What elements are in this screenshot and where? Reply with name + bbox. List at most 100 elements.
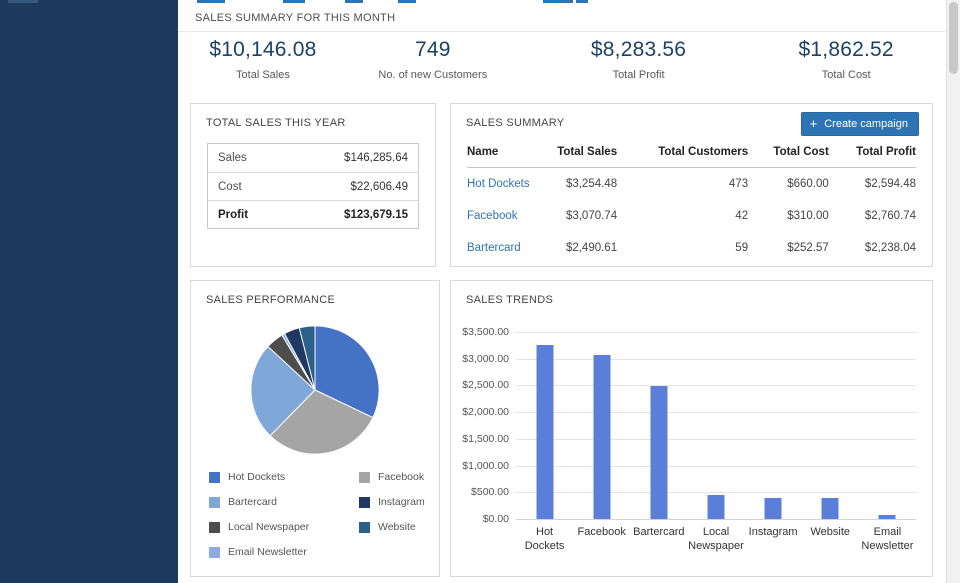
sidebar-nav[interactable] <box>0 0 178 583</box>
legend-column-1: Hot Dockets Bartercard Local Newspaper Emai… <box>209 471 359 558</box>
campaign-cell: $252.57 <box>787 242 829 254</box>
gridline <box>516 358 916 360</box>
column-header-total-cost: Total Cost <box>748 138 829 168</box>
topnav-link-fragment[interactable] <box>543 0 573 3</box>
column-header-name: Name <box>467 138 530 168</box>
legend-item-local-newspaper: Local Newspaper <box>209 521 359 533</box>
campaign-cell: 42 <box>735 210 749 222</box>
sales-summary-table: Name Total Sales Total Customers Total Cost… <box>467 138 916 264</box>
scrollbar[interactable] <box>946 0 960 583</box>
topnav-link-fragment[interactable] <box>197 0 225 3</box>
bar-cell-website <box>802 332 859 519</box>
stat-label: Total Profit <box>612 69 665 81</box>
bar-cell-facebook <box>573 332 630 519</box>
topnav-link-fragment[interactable] <box>576 0 588 3</box>
campaign-cell: $2,490.61 <box>565 242 618 254</box>
topnav-link-fragment[interactable] <box>345 0 363 3</box>
stat-label: Total Sales <box>236 69 290 81</box>
legend-item-instagram: Instagram <box>359 496 425 508</box>
table-head: Name Total Sales Total Customers Total Cost… <box>467 138 916 168</box>
campaign-name-link[interactable]: Facebook <box>467 210 518 222</box>
row-value: $22,606.49 <box>350 180 408 193</box>
gridline <box>516 412 916 414</box>
row-label: Profit <box>218 208 249 221</box>
bars-container <box>516 332 916 519</box>
bar-website <box>821 497 839 519</box>
legend-label: Instagram <box>378 496 425 508</box>
sales-summary-title: SALES SUMMARY <box>466 117 565 129</box>
gridline <box>516 492 916 494</box>
x-label-instagram: Instagram <box>748 526 798 538</box>
total-sales-row-cost: Cost $22,606.49 <box>208 172 418 200</box>
stat-total-profit: $8,283.56 Total Profit <box>518 38 760 81</box>
legend-item-bartercard: Bartercard <box>209 496 359 508</box>
stats-row: $10,146.08 Total Sales 749 No. of new Custo… <box>178 38 933 81</box>
y-tick-label: $2,000.00 <box>462 406 509 419</box>
total-sales-row-sales: Sales $146,285.64 <box>208 144 418 172</box>
campaign-name-link[interactable]: Hot Dockets <box>467 178 530 190</box>
column-header-total-sales: Total Sales <box>529 138 618 168</box>
stat-value-total-profit: $8,283.56 <box>590 38 687 61</box>
total-sales-row-profit: Profit $123,679.15 <box>208 200 418 228</box>
scrollbar-thumb[interactable] <box>949 2 958 74</box>
plus-icon: + <box>809 116 818 131</box>
y-tick-label: $0.00 <box>482 513 509 525</box>
stat-value-total-cost: $1,862.52 <box>798 38 894 61</box>
total-sales-year-table: Sales $146,285.64 Cost $22,606.49 Profit $123… <box>207 143 419 229</box>
x-label-website: Website <box>810 526 851 538</box>
legend-swatch-email-newsletter <box>209 546 220 558</box>
bar-facebook <box>593 354 611 519</box>
legend-label: Email Newsletter <box>228 546 307 558</box>
row-value: $123,679.15 <box>344 208 408 221</box>
legend-swatch-local-newspaper <box>209 521 220 533</box>
campaign-name-link[interactable]: Bartercard <box>467 242 521 254</box>
pie-slice-website <box>298 325 316 391</box>
gridline <box>516 519 916 520</box>
bar-cell-instagram <box>745 332 802 519</box>
legend-swatch-website <box>359 521 370 533</box>
total-sales-year-panel: TOTAL SALES THIS YEAR Sales $146,285.64 Co… <box>190 103 436 267</box>
bar-instagram <box>764 497 782 519</box>
pie-slice-facebook <box>269 389 374 455</box>
y-tick-label: $1,500.00 <box>462 432 509 445</box>
stat-value-no-of-new-customers: 749 <box>414 38 451 61</box>
y-tick-label: $3,500.00 <box>462 326 509 338</box>
legend-swatch-hot-dockets <box>209 471 220 483</box>
legend-label: Website <box>378 521 416 533</box>
campaign-row-facebook: Facebook $3,070.74 42 $310.00 $2,760.74 <box>467 200 916 232</box>
x-label-bartercard: Bartercard <box>633 526 685 538</box>
campaign-cell: $660.00 <box>787 178 829 190</box>
create-campaign-label: Create campaign <box>824 117 908 130</box>
main-content: SALES SUMMARY FOR THIS MONTH $10,146.08 T… <box>178 0 946 583</box>
stat-total-sales: $10,146.08 Total Sales <box>178 38 348 81</box>
legend-item-hot-dockets: Hot Dockets <box>209 471 359 483</box>
stat-total-cost: $1,862.52 Total Cost <box>759 38 933 81</box>
legend-item-website: Website <box>359 521 425 533</box>
sales-performance-title: SALES PERFORMANCE <box>206 294 336 306</box>
gridline <box>516 465 916 467</box>
topnav-link-fragment[interactable] <box>283 0 305 3</box>
create-campaign-button[interactable]: + Create campaign <box>800 112 919 136</box>
row-label: Cost <box>218 180 242 193</box>
topnav-link-fragment[interactable] <box>398 0 416 3</box>
legend-swatch-instagram <box>359 496 370 508</box>
campaign-cell: $2,594.48 <box>864 178 916 190</box>
x-label-email-newsletter: Email Newsletter <box>861 526 914 553</box>
campaign-row-hot-dockets: Hot Dockets $3,254.48 473 $660.00 $2,594.48 <box>467 168 916 201</box>
legend-label: Facebook <box>378 471 425 483</box>
legend-label: Hot Dockets <box>228 471 286 483</box>
legend-swatch-bartercard <box>209 496 220 508</box>
y-tick-label: $500.00 <box>471 486 509 499</box>
total-sales-year-title: TOTAL SALES THIS YEAR <box>206 117 346 129</box>
pie-slice-bartercard <box>250 345 316 437</box>
x-axis-labels: Hot Dockets Facebook Bartercard Local Newsp… <box>516 525 916 554</box>
gridline <box>516 385 916 387</box>
stat-value-total-sales: $10,146.08 <box>209 38 317 61</box>
month-summary-title: SALES SUMMARY FOR THIS MONTH <box>195 12 396 24</box>
sales-summary-panel: SALES SUMMARY + Create campaign Name Tota… <box>450 103 933 267</box>
legend-item-email-newsletter: Email Newsletter <box>209 546 359 558</box>
y-tick-label: $2,500.00 <box>462 379 509 392</box>
sales-performance-panel: SALES PERFORMANCE Hot Dockets Bartercard L… <box>190 280 440 577</box>
pie-slice-hot-dockets <box>314 325 380 419</box>
